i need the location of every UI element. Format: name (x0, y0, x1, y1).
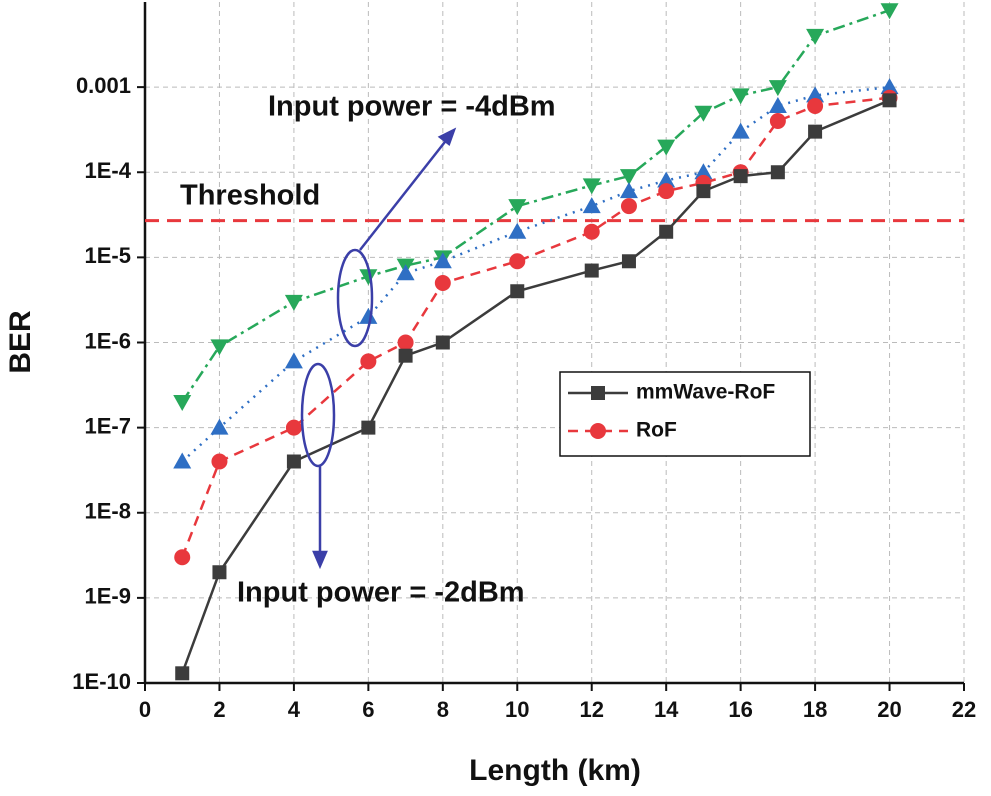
y-tick-label: 1E-7 (85, 413, 131, 438)
marker (434, 275, 451, 292)
x-tick-label: 12 (579, 697, 603, 722)
marker (284, 294, 303, 311)
x-tick-label: 10 (505, 697, 529, 722)
marker (284, 352, 303, 369)
marker (175, 666, 190, 681)
x-axis-title: Length (km) (469, 754, 641, 787)
x-tick-label: 22 (952, 697, 976, 722)
marker (212, 565, 227, 580)
marker (211, 453, 228, 470)
x-tick-label: 20 (877, 697, 901, 722)
marker (731, 88, 750, 105)
y-tick-label: 1E-9 (85, 584, 131, 609)
legend-label: mmWave-RoF (636, 381, 775, 404)
marker (733, 169, 748, 184)
legend-label: RoF (636, 419, 677, 442)
marker (768, 97, 787, 114)
marker (174, 549, 191, 566)
marker (769, 112, 786, 129)
marker (582, 178, 601, 195)
marker (173, 394, 192, 411)
x-tick-label: 16 (728, 697, 752, 722)
marker (285, 419, 302, 436)
marker (510, 284, 525, 299)
marker (360, 353, 377, 370)
marker (286, 454, 301, 469)
marker (210, 339, 229, 356)
marker (359, 307, 378, 324)
y-tick-label: 1E-5 (85, 243, 131, 268)
marker (657, 171, 676, 188)
threshold-label: Threshold (180, 180, 320, 212)
marker (658, 183, 675, 200)
marker (808, 124, 823, 139)
marker (396, 264, 415, 281)
marker (620, 198, 637, 215)
marker (806, 86, 825, 103)
y-axis-title: BER (4, 310, 37, 374)
y-tick-label: 1E-6 (85, 328, 131, 353)
marker (591, 386, 605, 400)
marker (508, 222, 527, 239)
x-tick-label: 8 (437, 697, 449, 722)
y-tick-label: 1E-8 (85, 499, 131, 524)
marker (731, 122, 750, 139)
marker (582, 197, 601, 214)
x-tick-label: 18 (803, 697, 827, 722)
marker (584, 263, 599, 278)
marker (435, 335, 450, 350)
arrow (359, 137, 449, 251)
x-tick-label: 6 (362, 697, 374, 722)
annotation: Input power = -4dBm (268, 91, 556, 123)
ellipse (336, 248, 374, 348)
marker (770, 165, 785, 180)
marker (398, 348, 413, 363)
marker (806, 28, 825, 45)
y-tick-label: 1E-4 (85, 158, 132, 183)
marker (173, 452, 192, 469)
marker (433, 252, 452, 269)
legend: mmWave-RoF RoF (559, 371, 811, 457)
marker (621, 254, 636, 269)
marker (694, 105, 713, 122)
marker (619, 169, 638, 186)
marker (882, 93, 897, 108)
ellipse (300, 362, 336, 468)
marker (397, 334, 414, 351)
marker (657, 139, 676, 156)
marker (807, 98, 824, 115)
y-tick-label: 1E-10 (72, 669, 131, 694)
plot: 0 2 4 6 8 10 12 14 16 18 20 22 1E-10 1E-9 1E-8 1E-7 1E-6… (72, 2, 976, 722)
marker (696, 184, 711, 199)
marker (359, 269, 378, 286)
marker (590, 423, 606, 439)
callouts (300, 127, 457, 570)
marker (659, 224, 674, 239)
y-tick-label: 0.001 (76, 73, 131, 98)
marker (508, 199, 527, 216)
marker (880, 3, 899, 20)
arrow-head (312, 550, 328, 570)
marker (361, 420, 376, 435)
marker (768, 80, 787, 97)
marker (509, 253, 526, 270)
arrow-head (437, 127, 457, 147)
x-tick-label: 14 (654, 697, 679, 722)
marker (880, 78, 899, 95)
marker (619, 182, 638, 199)
x-tick-label: 2 (213, 697, 225, 722)
x-tick-label: 0 (139, 697, 151, 722)
marker (694, 163, 713, 180)
annotation: Input power = -2dBm (237, 577, 525, 609)
x-tick-label: 4 (288, 697, 301, 722)
marker (210, 418, 229, 435)
marker (583, 223, 600, 240)
